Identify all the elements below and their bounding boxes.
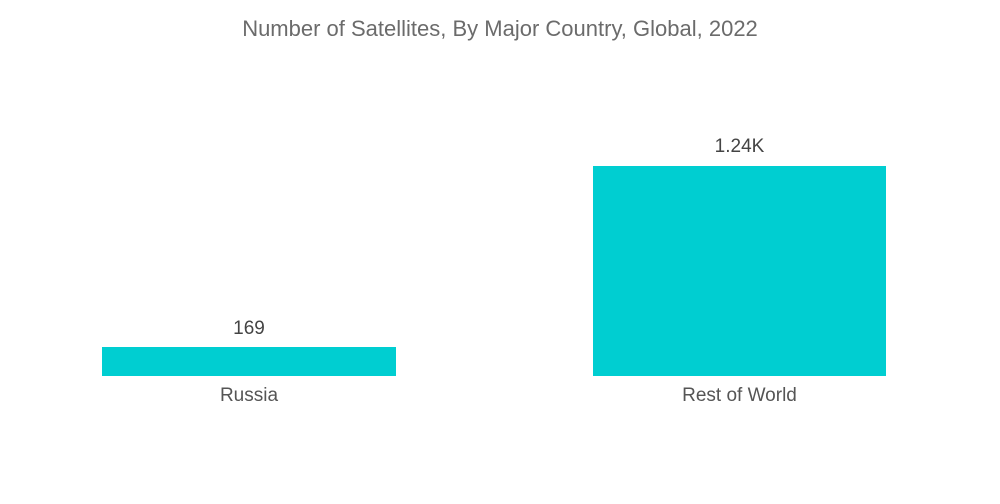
bar-russia — [102, 347, 396, 376]
chart-title: Number of Satellites, By Major Country, … — [242, 16, 758, 41]
data-label-rest-of-world: 1.24K — [714, 136, 765, 157]
data-label-russia: 169 — [233, 318, 265, 339]
category-label-rest-of-world: Rest of World — [682, 385, 797, 406]
bar-rest-of-world — [593, 166, 886, 376]
category-label-russia: Russia — [219, 385, 279, 406]
